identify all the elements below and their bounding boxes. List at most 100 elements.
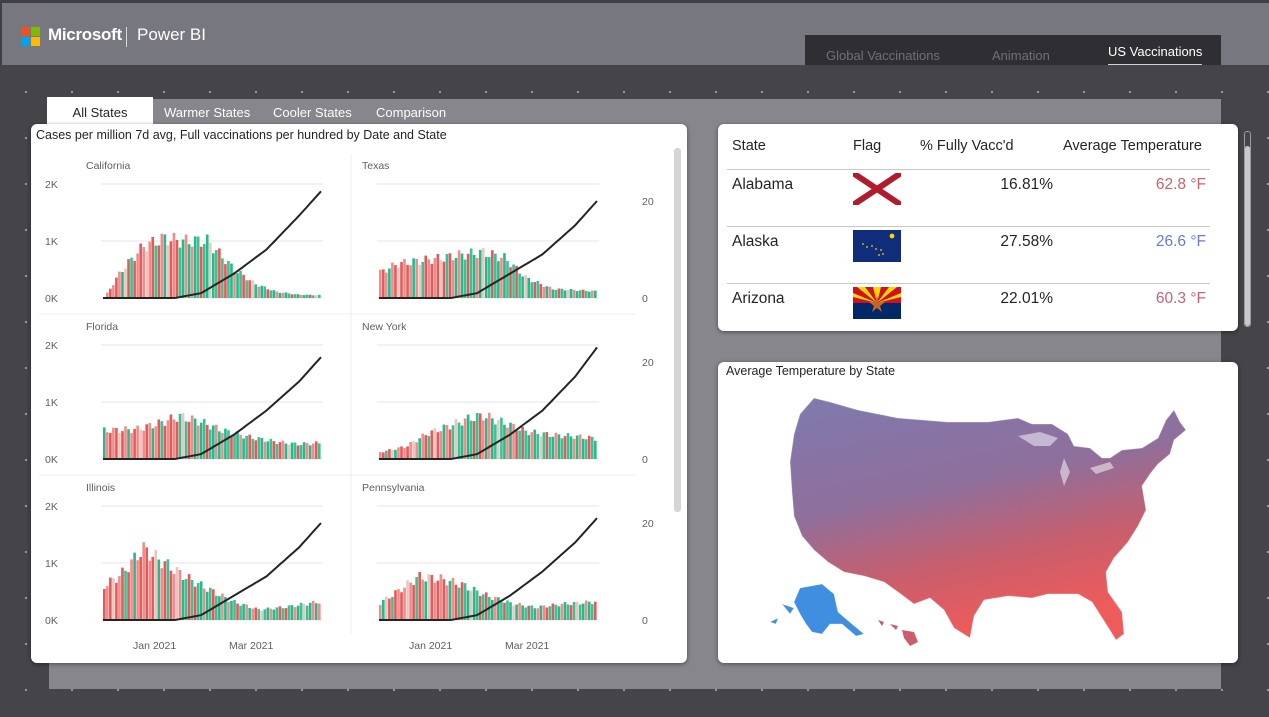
case-bar: [433, 257, 437, 298]
page-tab-us-vaccinations[interactable]: US Vaccinations: [1108, 44, 1203, 66]
case-bar: [400, 446, 403, 459]
case-bar: [379, 452, 382, 459]
case-bar: [133, 552, 136, 620]
case-bar: [236, 431, 239, 459]
y-tick-label: 0K: [45, 293, 58, 305]
app-header: Microsoft Power BI: [2, 3, 1269, 65]
case-bar: [448, 429, 452, 459]
case-bar: [593, 440, 597, 459]
case-bar: [385, 272, 388, 298]
case-bar: [406, 264, 409, 298]
case-bar: [484, 418, 488, 459]
case-bar: [199, 246, 203, 298]
table-scrollbar-track[interactable]: [1244, 131, 1251, 327]
case-bar: [578, 434, 582, 459]
page-tab-animation[interactable]: Animation: [992, 48, 1050, 63]
case-bar: [172, 419, 176, 459]
case-bar: [208, 429, 212, 459]
case-bar: [269, 290, 273, 298]
us-temperature-map[interactable]: [718, 362, 1238, 663]
case-bar: [578, 604, 582, 620]
case-bar: [136, 560, 139, 620]
case-bar: [224, 428, 227, 459]
case-bar: [385, 596, 388, 620]
case-bar: [557, 606, 561, 620]
case-bar: [430, 430, 434, 459]
tab-comparison[interactable]: Comparison: [376, 105, 447, 120]
case-bar: [548, 286, 552, 298]
case-bar: [554, 604, 558, 620]
case-bar: [248, 434, 251, 459]
case-bar: [503, 602, 506, 620]
contiguous-us-region[interactable]: [789, 397, 1187, 641]
case-bar: [212, 589, 215, 620]
case-bar: [305, 294, 309, 298]
case-bar: [545, 607, 549, 620]
avg-temperature: 60.3 °F: [1155, 290, 1206, 307]
chart-scrollbar[interactable]: [674, 148, 681, 512]
vaccination-line: [379, 346, 598, 460]
case-bar: [536, 280, 540, 298]
case-bar: [436, 580, 440, 620]
column-header-flag[interactable]: Flag: [853, 138, 882, 154]
case-bar: [563, 602, 567, 620]
y-tick-label-right: 0: [642, 615, 648, 627]
case-bar: [254, 440, 258, 459]
case-bar: [202, 243, 206, 298]
case-bar: [569, 288, 573, 298]
case-bar: [233, 434, 236, 459]
case-bar: [587, 435, 591, 459]
case-bar: [418, 264, 421, 298]
case-bar: [418, 438, 421, 459]
case-bar: [175, 239, 179, 298]
case-bar: [187, 574, 191, 620]
case-bar: [127, 572, 130, 620]
case-bar: [379, 269, 382, 298]
case-bar: [430, 263, 434, 298]
y-tick-label: 0K: [45, 615, 58, 627]
column-header-avg-temperature[interactable]: Average Temperature: [1063, 138, 1202, 154]
case-bar: [272, 609, 276, 620]
state-name: Arizona: [732, 290, 785, 307]
case-bar: [475, 590, 479, 620]
tab-all-states[interactable]: All States: [47, 97, 153, 124]
case-bar: [484, 257, 488, 298]
table-scrollbar-thumb[interactable]: [1245, 146, 1250, 326]
case-bar: [557, 288, 561, 298]
case-bar: [403, 587, 406, 620]
case-bar: [581, 438, 585, 459]
great-lakes-region: [1018, 432, 1114, 486]
case-bar: [409, 442, 412, 459]
case-bar: [254, 607, 258, 620]
alaska-region[interactable]: [768, 583, 865, 637]
case-bar: [284, 608, 288, 620]
case-bar: [224, 597, 227, 620]
case-bar: [314, 603, 318, 620]
case-bar: [412, 441, 415, 459]
column-header-pct-vaccinated[interactable]: % Fully Vacc'd: [920, 138, 1014, 154]
case-bar: [208, 242, 212, 298]
case-bar: [233, 600, 236, 620]
tab-cooler-states[interactable]: Cooler States: [273, 105, 352, 120]
tab-warmer-states[interactable]: Warmer States: [164, 105, 251, 120]
hawaii-region[interactable]: [878, 620, 918, 646]
case-bar: [127, 429, 130, 459]
case-bar: [409, 582, 412, 620]
row-divider: [727, 283, 1210, 284]
column-header-state[interactable]: State: [732, 138, 766, 154]
page-tab-global-vaccinations[interactable]: Global Vaccinations: [826, 48, 940, 63]
case-bar: [139, 243, 142, 298]
case-bar: [230, 600, 233, 620]
case-bar: [590, 290, 594, 298]
case-bar: [500, 601, 503, 620]
state-name: Alaska: [732, 233, 779, 250]
case-bar: [548, 436, 552, 459]
case-bar: [460, 425, 464, 459]
case-bar: [169, 570, 173, 620]
case-bar: [457, 422, 461, 459]
case-bar: [406, 580, 409, 620]
case-bar: [593, 290, 597, 298]
case-bar: [454, 584, 458, 620]
case-bar: [251, 280, 254, 298]
case-bar: [382, 269, 385, 298]
